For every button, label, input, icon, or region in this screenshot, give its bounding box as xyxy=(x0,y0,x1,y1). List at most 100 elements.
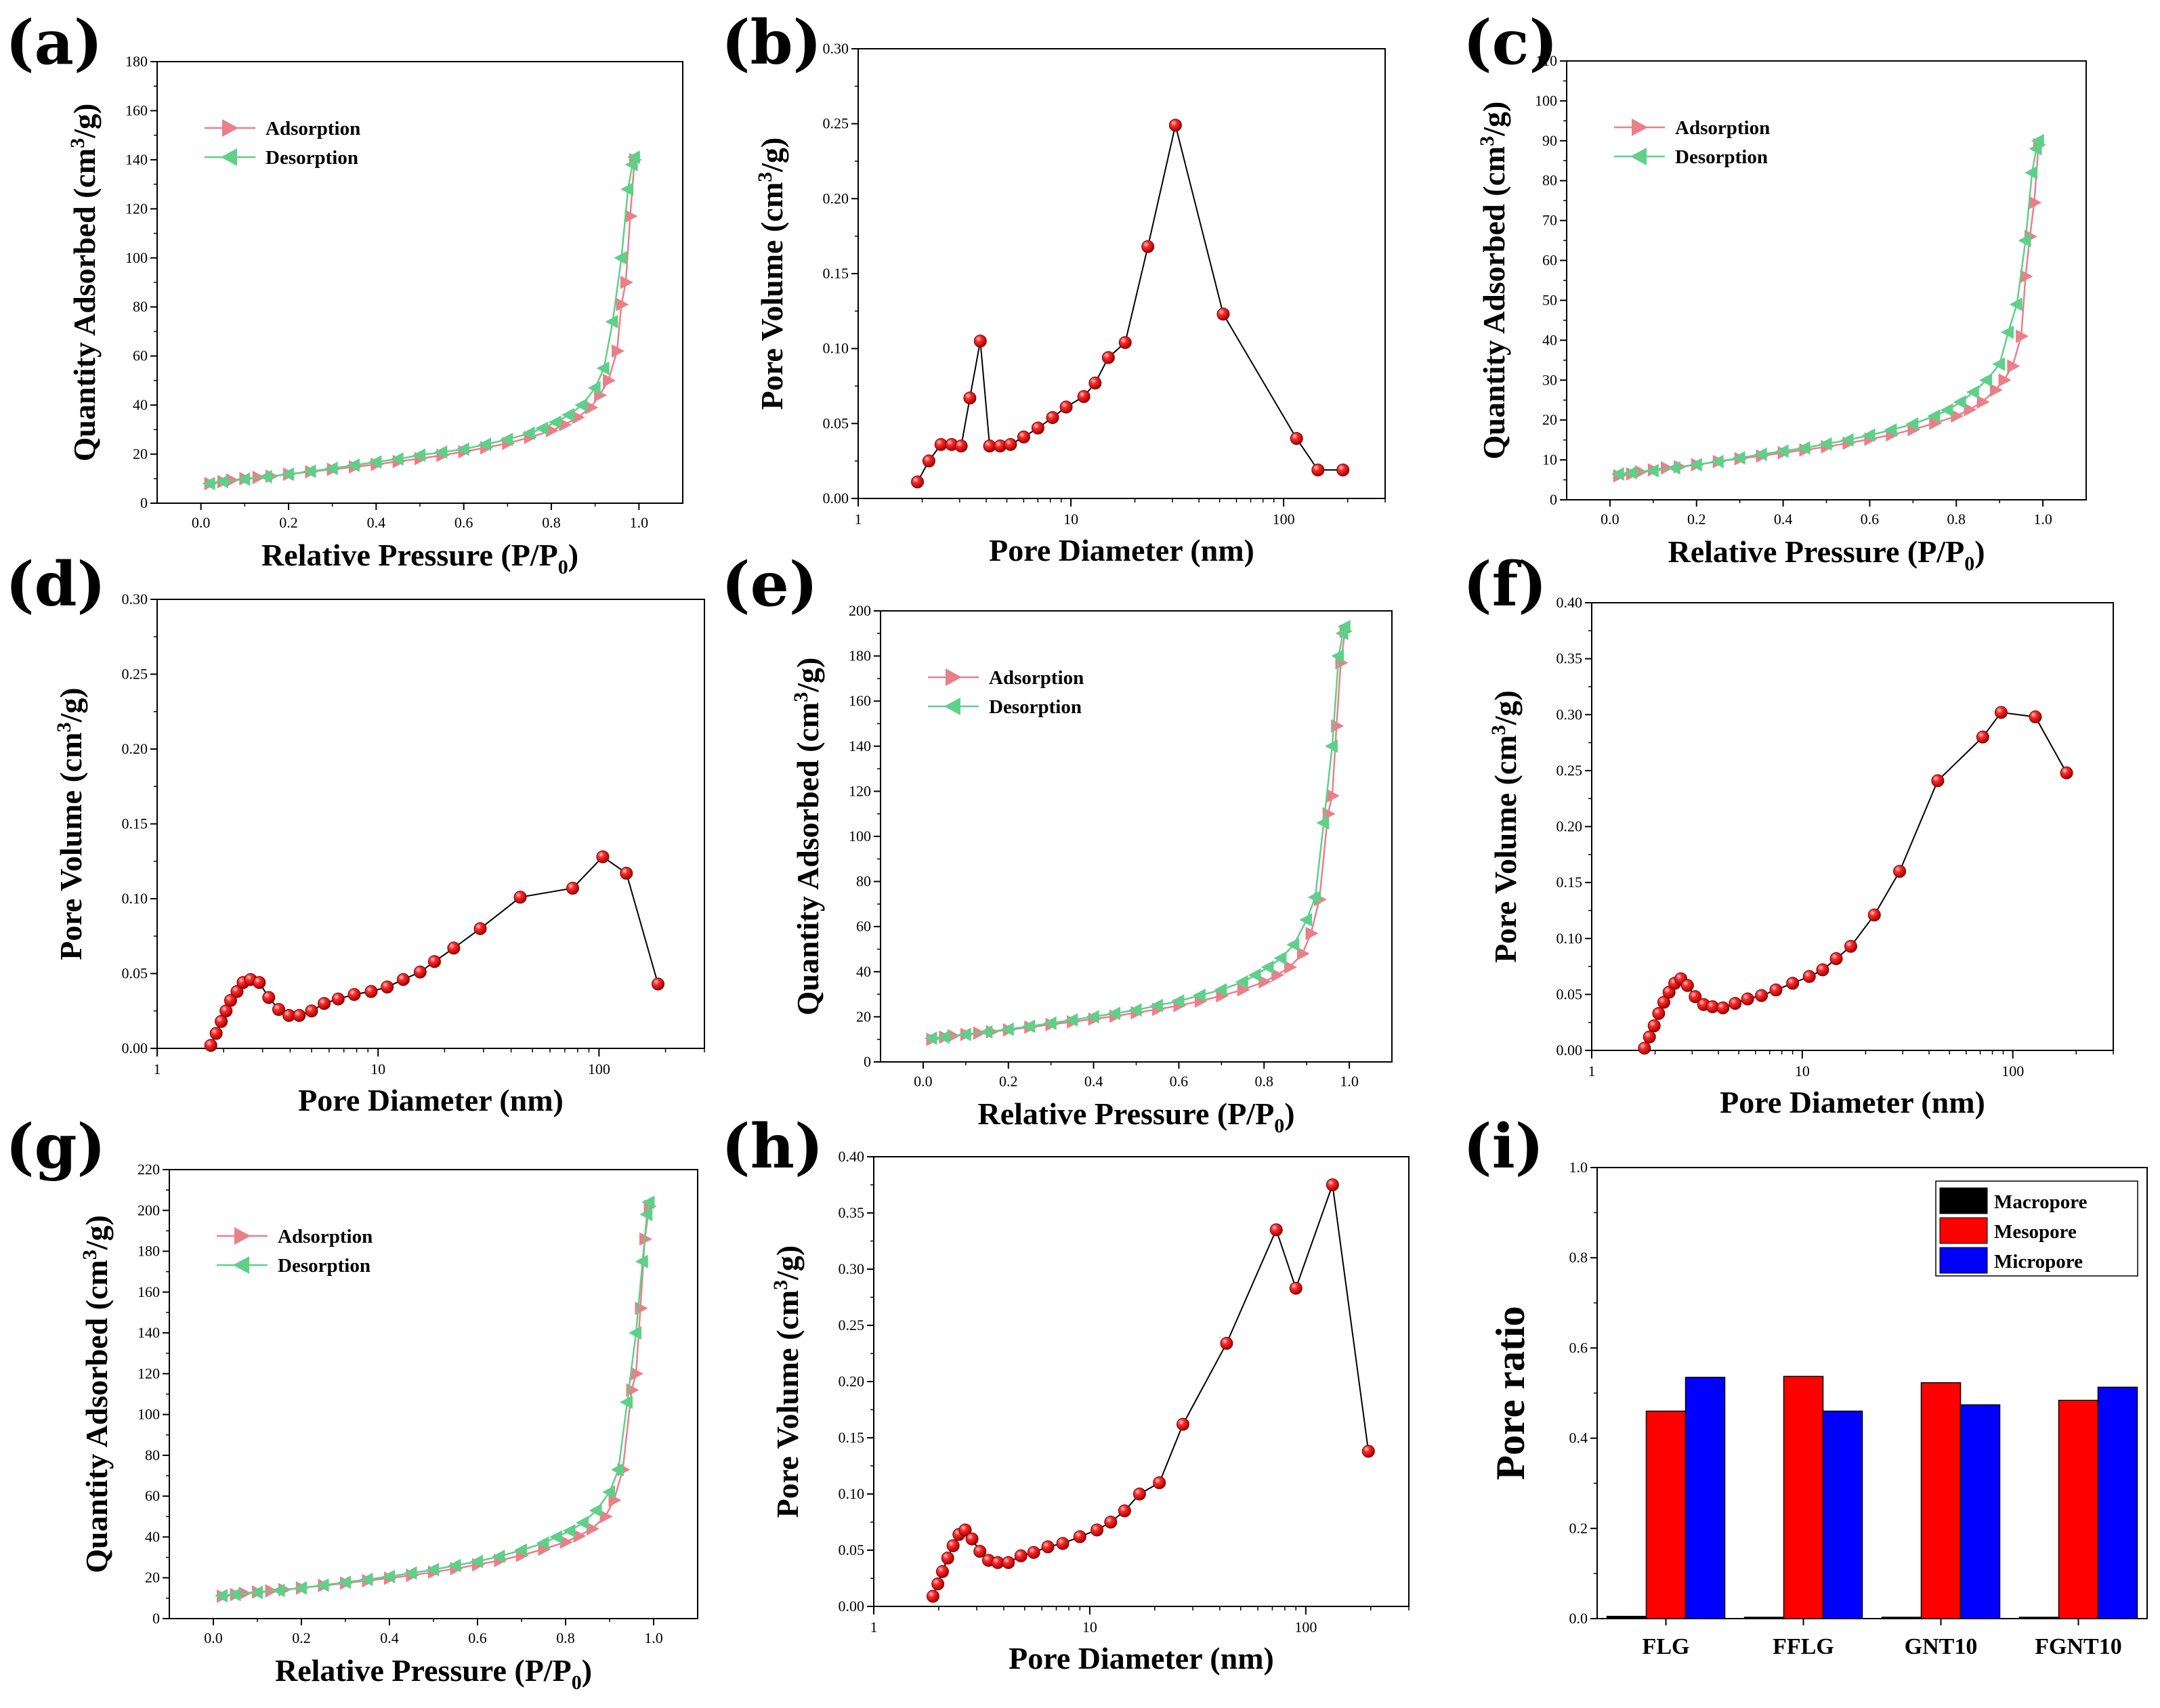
panel-i: (i) 0.0 0.2 0.4 0.6 0.8 1.0 FLG FFLG GNT10 FGNT10 M… xyxy=(1463,1111,2148,1659)
y-tick-label: 0.30 xyxy=(823,40,849,57)
data-point-desorption xyxy=(2009,297,2023,312)
x-tick-label: 0.0 xyxy=(204,1629,223,1646)
series-line-pore-distribution xyxy=(210,855,659,1046)
data-point xyxy=(963,391,977,405)
y-tick-label: 0.10 xyxy=(839,1485,865,1502)
data-point xyxy=(1118,336,1132,349)
data-point-desorption xyxy=(641,1195,655,1210)
y-tick-label: 0.05 xyxy=(122,965,148,982)
x-title-main: Relative Pressure (P/P xyxy=(977,1096,1274,1131)
data-point-desorption xyxy=(1022,1019,1036,1033)
data-point-desorption xyxy=(1689,458,1702,472)
data-point xyxy=(1176,1417,1189,1431)
data-point xyxy=(1141,240,1155,253)
y-tick-label: 0.30 xyxy=(1557,706,1583,723)
y-title-main: Pore Volume (cm xyxy=(755,182,789,410)
y-title-main: Pore Volume (cm xyxy=(1488,735,1523,962)
panel-label: (c) xyxy=(1463,7,1558,79)
legend-label: Adsorption xyxy=(1675,117,1770,139)
data-point-desorption xyxy=(1645,463,1659,477)
x-tick-label: 100 xyxy=(1294,1619,1317,1636)
y-tick-label: 0.20 xyxy=(1557,818,1583,835)
data-point xyxy=(1755,989,1769,1002)
data-point-desorption xyxy=(624,158,638,172)
y-axis-title: Quantity Adsorbed (cm3/g) xyxy=(1476,102,1511,460)
x-title-sub: 0 xyxy=(1964,553,1974,575)
data-point-adsorption xyxy=(1237,983,1250,997)
data-point xyxy=(1336,463,1350,477)
x-title-main: Pore Diameter (nm) xyxy=(989,533,1254,568)
data-point-desorption xyxy=(1732,451,1745,465)
data-point xyxy=(1077,389,1090,403)
data-point-desorption xyxy=(1248,968,1261,982)
x-title-sub: 0 xyxy=(572,1671,582,1694)
y-tick-label: 0.05 xyxy=(823,414,849,431)
y-tick-label: 0.00 xyxy=(823,490,849,507)
x-tick-label: 0.8 xyxy=(542,514,561,531)
y-tick-label: 120 xyxy=(125,200,148,217)
y-tick-label: 20 xyxy=(856,1008,871,1025)
x-axis-title: Relative Pressure (P/P0) xyxy=(1668,534,1985,575)
data-point-desorption xyxy=(605,314,618,328)
y-title-sup: 3 xyxy=(66,138,89,148)
data-point-adsorption xyxy=(2029,196,2042,210)
data-point-desorption xyxy=(620,1395,633,1409)
data-point xyxy=(2029,710,2042,724)
y-tick-label: 0.40 xyxy=(1557,594,1583,611)
data-point xyxy=(1168,119,1182,132)
data-point xyxy=(1088,377,1102,390)
x-tick-label: 0.8 xyxy=(1947,511,1966,528)
x-tick-label: 1.0 xyxy=(630,514,649,531)
data-point-desorption xyxy=(611,1463,624,1477)
data-point-desorption xyxy=(434,445,448,459)
data-point-desorption xyxy=(1286,937,1300,952)
x-tick-label: 1 xyxy=(870,1619,878,1636)
data-point xyxy=(1269,1223,1283,1237)
y-title-end: /g) xyxy=(79,1215,114,1250)
data-point xyxy=(973,335,987,348)
x-tick-label: 0.2 xyxy=(1687,511,1706,528)
data-point-desorption xyxy=(324,461,338,475)
data-point-desorption xyxy=(1214,983,1227,997)
x-title-main: Pore Diameter (nm) xyxy=(298,1083,564,1117)
data-point-desorption xyxy=(1107,1006,1121,1021)
x-axis-title: Relative Pressure (P/P0) xyxy=(275,1653,592,1694)
y-tick-label: 60 xyxy=(133,347,148,364)
panel-label: (g) xyxy=(5,1111,106,1182)
data-point xyxy=(1647,1019,1661,1033)
x-axis-title: Pore Diameter (nm) xyxy=(298,1083,564,1117)
data-point xyxy=(1289,1281,1303,1295)
data-point xyxy=(954,440,968,453)
series-line-pore-distribution xyxy=(916,125,1343,483)
x-tick-label: 1 xyxy=(1588,1063,1596,1080)
y-tick-label: 20 xyxy=(145,1569,160,1586)
legend-label: Desorption xyxy=(278,1255,370,1277)
bar-micropore xyxy=(1960,1404,2001,1619)
panel-label: (f) xyxy=(1463,549,1547,620)
data-point-desorption xyxy=(347,458,360,472)
data-point-desorption xyxy=(1905,417,1919,431)
data-point-desorption xyxy=(294,1581,307,1595)
data-point xyxy=(1046,410,1059,424)
legend-marker xyxy=(233,1256,249,1274)
y-tick-label: 0 xyxy=(1550,491,1557,508)
y-tick-label: 180 xyxy=(125,53,148,70)
data-point xyxy=(1638,1042,1651,1055)
data-point xyxy=(1017,430,1030,444)
x-tick-label: 0.6 xyxy=(454,514,473,531)
y-tick-label: 0.10 xyxy=(1557,930,1583,947)
data-point xyxy=(935,1565,949,1579)
data-point xyxy=(1802,970,1816,983)
data-point xyxy=(2060,766,2073,780)
data-point-desorption xyxy=(1884,423,1897,437)
data-point xyxy=(1004,437,1017,451)
x-tick-label: GNT10 xyxy=(1905,1634,1978,1659)
x-tick-label: 0.4 xyxy=(367,514,386,531)
data-point-desorption xyxy=(635,1254,648,1268)
data-point xyxy=(1769,983,1783,997)
data-point xyxy=(347,987,361,1001)
legend-swatch xyxy=(1939,1217,1988,1244)
data-point xyxy=(973,1545,987,1558)
panel-label: (e) xyxy=(721,549,818,620)
data-point-desorption xyxy=(500,432,513,446)
